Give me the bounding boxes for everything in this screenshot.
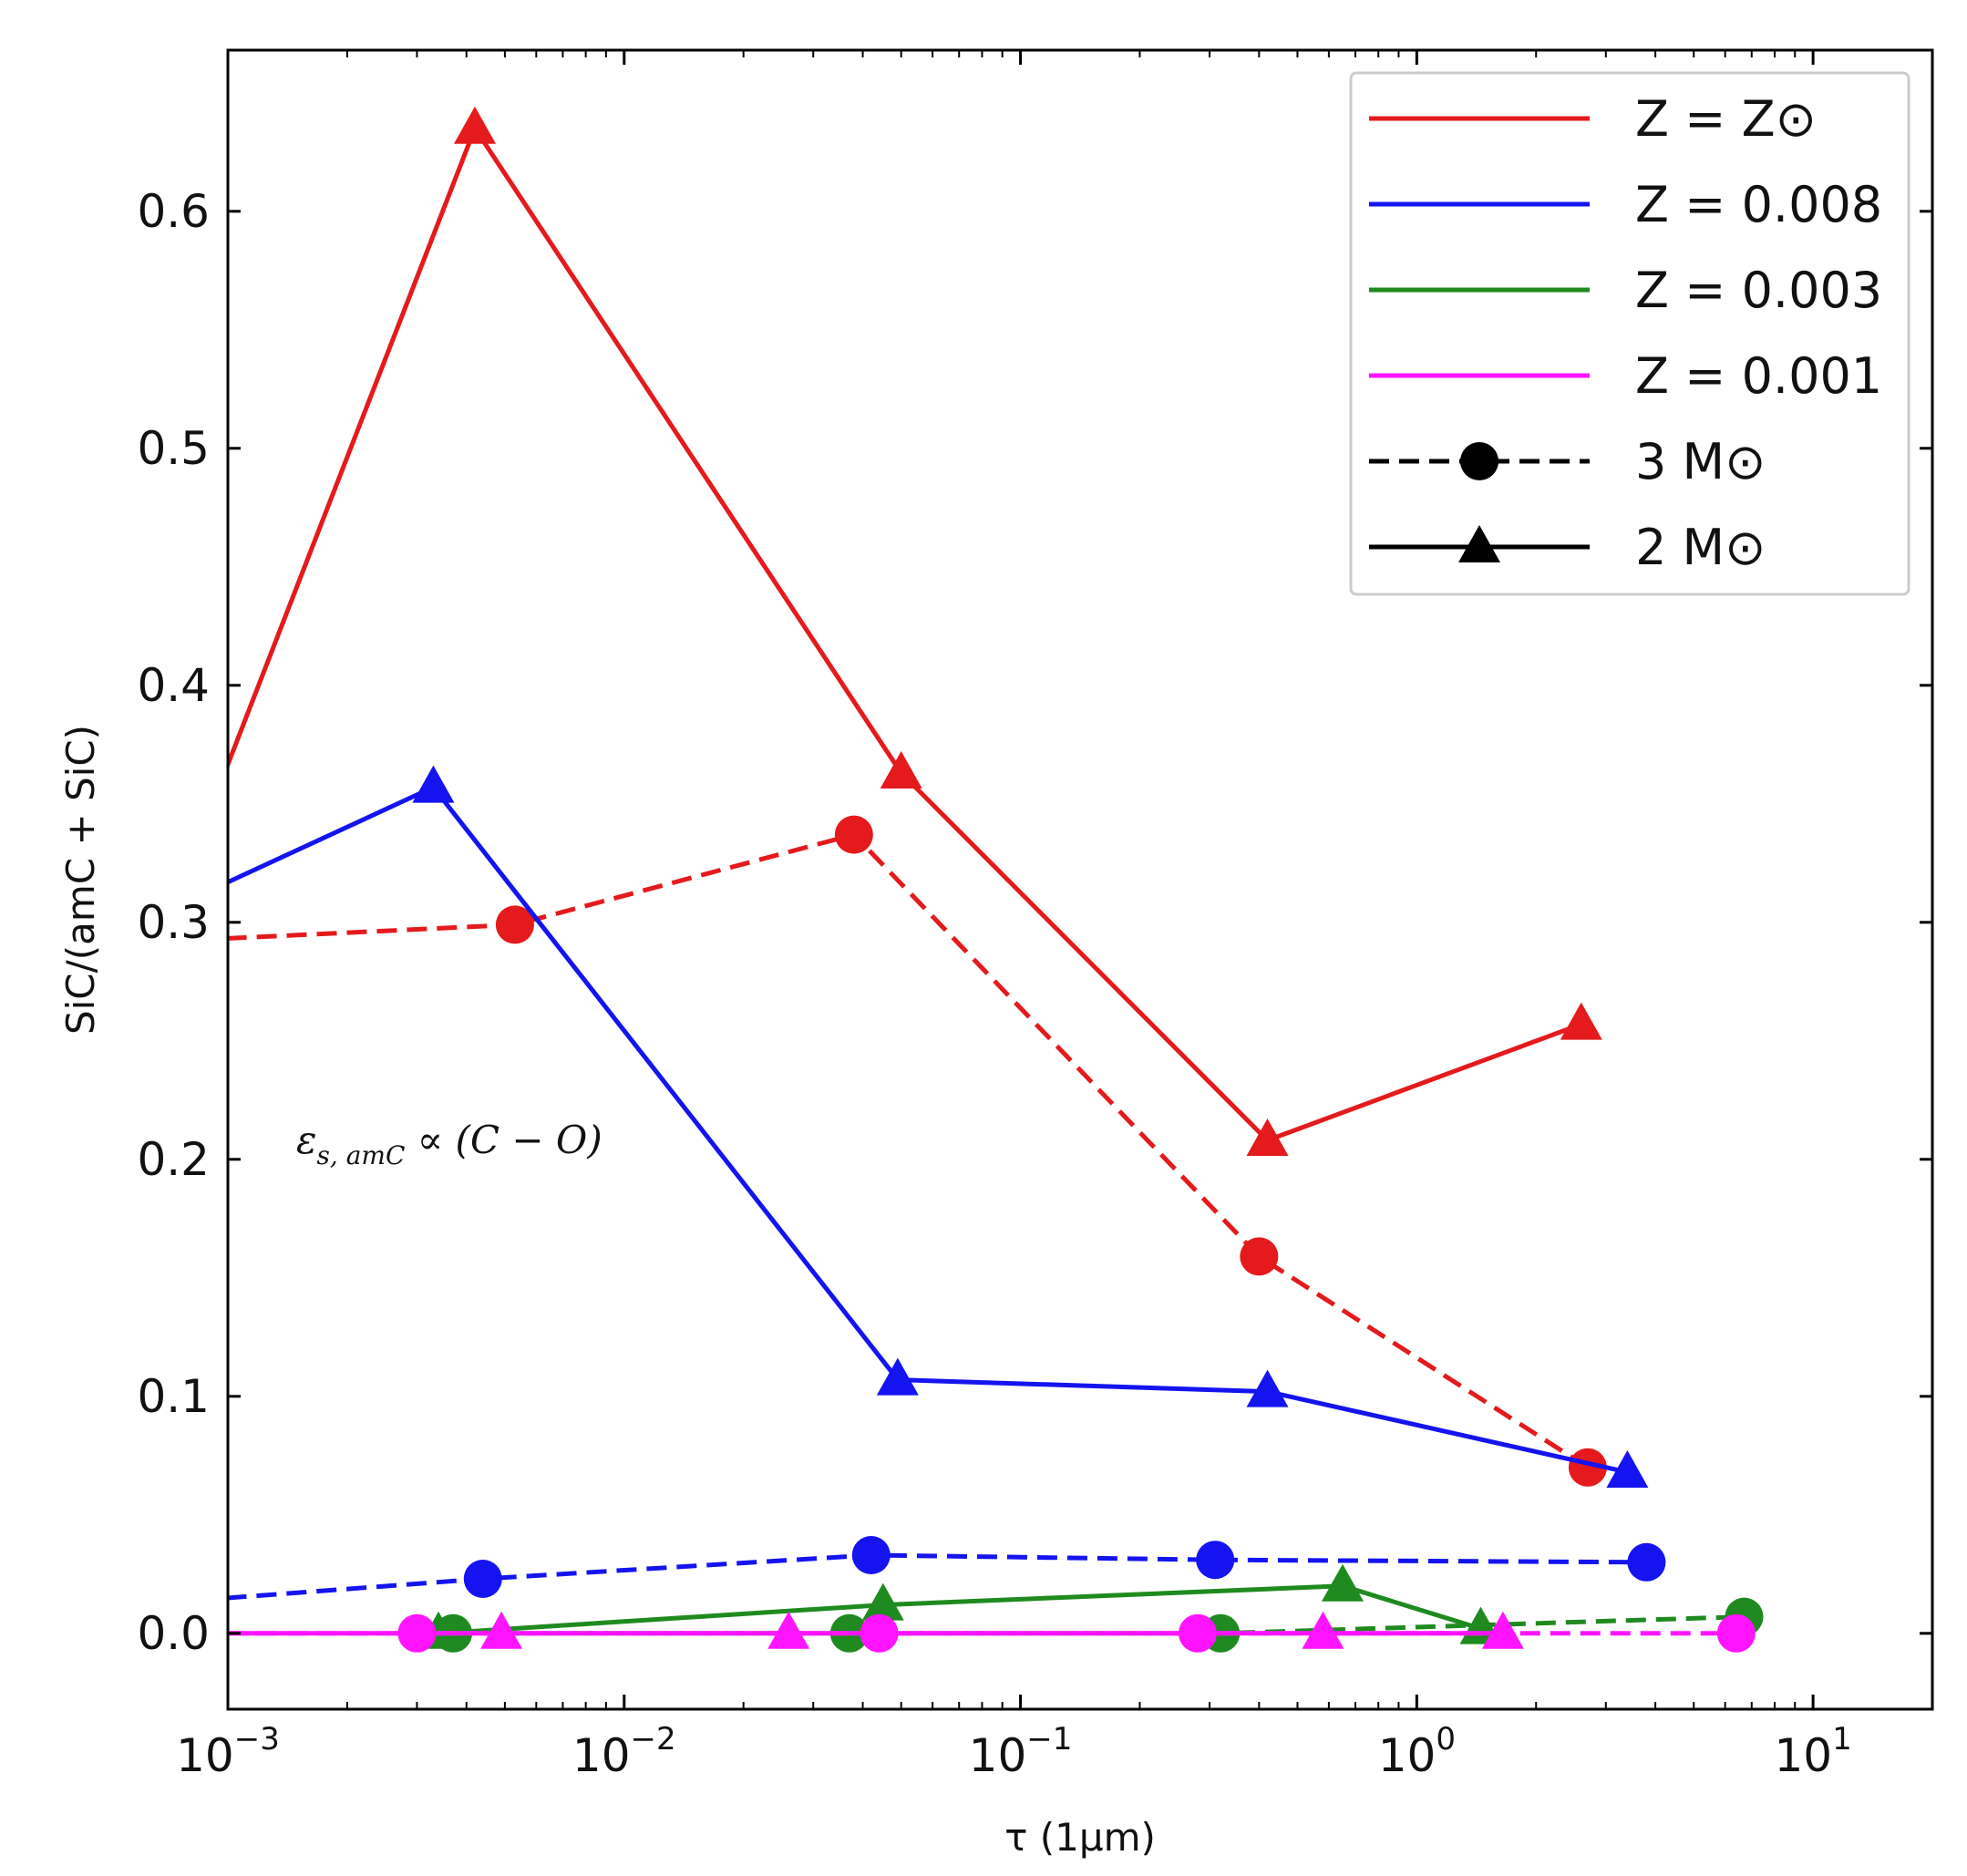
data-point — [1302, 1611, 1344, 1649]
data-point — [1246, 1369, 1289, 1407]
x-tick-label: 100 — [1378, 1721, 1456, 1782]
y-axis-label: SiC/(amC + SiC) — [58, 725, 103, 1035]
data-point — [1560, 1002, 1602, 1040]
legend-label: Z = Z⊙ — [1635, 90, 1817, 148]
data-point — [1240, 1237, 1279, 1276]
y-tick-label: 0.2 — [137, 1133, 210, 1186]
data-point — [1196, 1541, 1235, 1580]
data-point — [876, 1357, 919, 1396]
x-tick-label: 101 — [1774, 1721, 1851, 1782]
data-point — [412, 765, 455, 803]
data-point — [1246, 1118, 1289, 1156]
legend-marker — [1458, 525, 1500, 562]
data-point — [463, 1560, 502, 1598]
data-point — [767, 1611, 810, 1649]
data-point — [480, 1611, 523, 1649]
data-point — [1568, 1448, 1607, 1487]
data-point — [1716, 1613, 1756, 1653]
legend-marker — [1460, 442, 1498, 480]
legend-label: Z = 0.003 — [1635, 262, 1882, 319]
data-point — [1321, 1563, 1364, 1602]
legend-entry: 3 M⊙ — [1369, 433, 1766, 490]
legend-label: Z = 0.008 — [1635, 176, 1882, 233]
y-tick-label: 0.0 — [137, 1607, 210, 1660]
axes-layer: 0.0 0.1 0.2 0.3 0.4 0.5 0.6 10−3 10−2 10−1 100 101 — [137, 48, 1934, 1782]
data-point — [861, 1582, 904, 1621]
series-layer — [228, 106, 1764, 1653]
legend-label: Z = 0.001 — [1635, 347, 1882, 405]
legend-entry: Z = 0.001 — [1369, 347, 1882, 405]
y-tick-label: 0.3 — [137, 896, 210, 949]
x-tick-label: 10−1 — [969, 1721, 1073, 1782]
legend-entry: Z = 0.008 — [1369, 176, 1882, 233]
data-point — [397, 1613, 437, 1653]
data-point — [880, 751, 922, 789]
data-point — [1481, 1611, 1524, 1649]
y-tick-label: 0.5 — [137, 422, 210, 475]
x-tick-label: 10−2 — [572, 1721, 676, 1782]
data-point — [453, 106, 496, 144]
data-point — [1178, 1613, 1217, 1653]
legend-frame — [1349, 71, 1910, 596]
y-tick-label: 0.6 — [137, 185, 210, 238]
x-axis-label: τ (1μm) — [1004, 1815, 1156, 1860]
data-point — [860, 1613, 899, 1653]
data-point — [851, 1536, 891, 1574]
data-point — [495, 905, 534, 944]
legend-label: 2 M⊙ — [1635, 519, 1766, 576]
plot-frame — [226, 48, 1934, 1711]
legend-entry: Z = Z⊙ — [1369, 90, 1817, 148]
annotation: εs, amC ∝ (C − O) — [296, 1118, 602, 1170]
legend-entry: 2 M⊙ — [1369, 519, 1766, 576]
data-point — [834, 815, 873, 854]
y-tick-label: 0.4 — [137, 659, 210, 712]
y-tick-label: 0.1 — [137, 1370, 210, 1423]
legend-entry: Z = 0.003 — [1369, 262, 1882, 319]
data-point — [1606, 1450, 1649, 1488]
legend-label: 3 M⊙ — [1635, 433, 1766, 490]
x-tick-label: 10−3 — [176, 1721, 280, 1782]
series-line-4 — [438, 1583, 1482, 1636]
data-point — [1627, 1542, 1666, 1582]
legend: Z = Z⊙ Z = 0.008 Z = 0.003 Z = 0.001 3 M⊙ 2 M… — [1349, 71, 1910, 596]
